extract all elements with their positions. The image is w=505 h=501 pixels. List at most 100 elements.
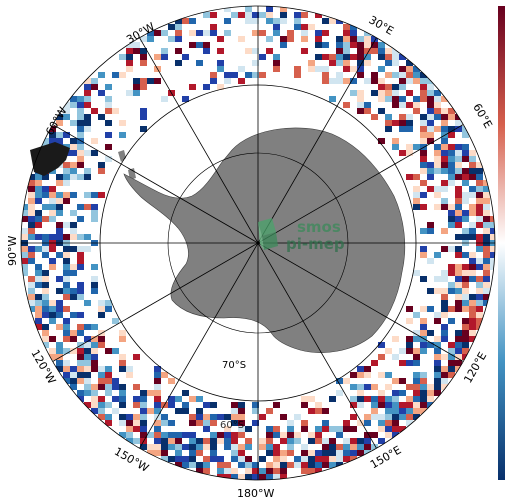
data-cell (63, 378, 70, 384)
data-cell (399, 402, 406, 408)
data-cell (84, 378, 91, 384)
data-cell (105, 378, 112, 384)
data-cell (462, 288, 469, 294)
data-cell (371, 432, 378, 438)
data-cell (392, 54, 399, 60)
data-cell (406, 306, 413, 312)
data-cell (406, 342, 413, 348)
data-cell (343, 48, 350, 54)
data-cell (273, 444, 280, 450)
data-cell (350, 36, 357, 42)
data-cell (49, 312, 56, 318)
data-cell (329, 54, 336, 60)
data-cell (413, 144, 420, 150)
data-cell (70, 294, 77, 300)
data-cell (189, 396, 196, 402)
data-cell (441, 336, 448, 342)
data-cell (448, 132, 455, 138)
data-cell (336, 462, 343, 468)
data-cell (273, 402, 280, 408)
data-cell (273, 24, 280, 30)
data-cell (126, 66, 133, 72)
data-cell (224, 6, 231, 12)
data-cell (448, 372, 455, 378)
data-cell (56, 204, 63, 210)
data-cell (42, 300, 49, 306)
data-cell (357, 42, 364, 48)
data-cell (357, 36, 364, 42)
data-cell (224, 18, 231, 24)
data-cell (84, 96, 91, 102)
data-cell (77, 150, 84, 156)
data-cell (378, 78, 385, 84)
data-cell (441, 138, 448, 144)
data-cell (231, 420, 238, 426)
data-cell (350, 372, 357, 378)
data-cell (448, 246, 455, 252)
data-cell (350, 30, 357, 36)
data-cell (35, 324, 42, 330)
data-cell (357, 384, 364, 390)
data-cell (315, 438, 322, 444)
data-cell (161, 438, 168, 444)
data-cell (413, 102, 420, 108)
data-cell (140, 48, 147, 54)
data-cell (56, 234, 63, 240)
data-cell (168, 456, 175, 462)
data-cell (56, 312, 63, 318)
data-cell (315, 12, 322, 18)
data-cell (378, 48, 385, 54)
data-cell (469, 300, 476, 306)
data-cell (70, 210, 77, 216)
data-cell (77, 216, 84, 222)
data-cell (168, 438, 175, 444)
data-cell (462, 342, 469, 348)
data-cell (70, 264, 77, 270)
data-cell (105, 390, 112, 396)
data-cell (63, 174, 70, 180)
data-cell (434, 336, 441, 342)
data-cell (322, 30, 329, 36)
data-cell (154, 390, 161, 396)
data-cell (301, 36, 308, 42)
data-cell (112, 384, 119, 390)
data-cell (364, 384, 371, 390)
data-cell (77, 246, 84, 252)
data-cell (84, 300, 91, 306)
data-cell (280, 432, 287, 438)
data-cell (476, 300, 483, 306)
data-cell (315, 432, 322, 438)
data-cell (462, 180, 469, 186)
data-cell (91, 192, 98, 198)
data-cell (455, 198, 462, 204)
data-cell (189, 420, 196, 426)
data-cell (147, 432, 154, 438)
data-cell (441, 162, 448, 168)
data-cell (420, 318, 427, 324)
data-cell (196, 60, 203, 66)
data-cell (203, 48, 210, 54)
data-cell (434, 390, 441, 396)
data-cell (238, 78, 245, 84)
data-cell (329, 96, 336, 102)
data-cell (420, 168, 427, 174)
data-cell (252, 474, 259, 480)
data-cell (280, 462, 287, 468)
data-cell (245, 72, 252, 78)
data-cell (21, 258, 28, 264)
data-cell (56, 138, 63, 144)
data-cell (210, 450, 217, 456)
data-cell (84, 402, 91, 408)
data-cell (119, 54, 126, 60)
data-cell (427, 126, 434, 132)
data-cell (343, 444, 350, 450)
data-cell (210, 432, 217, 438)
data-cell (35, 264, 42, 270)
data-cell (336, 390, 343, 396)
data-cell (105, 120, 112, 126)
data-cell (455, 204, 462, 210)
data-cell (455, 120, 462, 126)
data-cell (217, 60, 224, 66)
data-cell (441, 378, 448, 384)
data-cell (287, 36, 294, 42)
